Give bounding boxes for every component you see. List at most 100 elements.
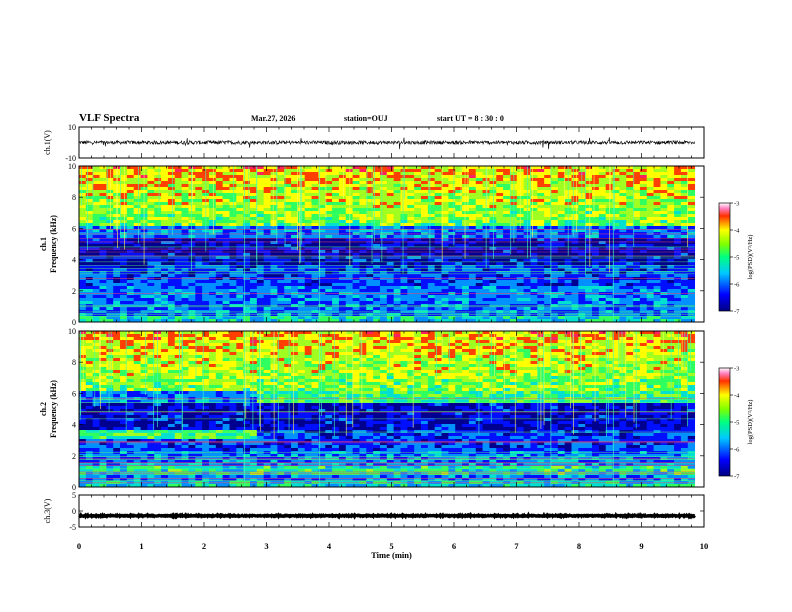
ch1-spec-cell bbox=[215, 217, 224, 221]
ch1-spec-cell bbox=[366, 187, 374, 191]
ch1-spec-cell bbox=[687, 274, 696, 278]
ch1-spec-cell bbox=[167, 187, 176, 191]
ch1-spec-cell bbox=[441, 259, 449, 263]
ch1-spec-cell bbox=[626, 184, 634, 188]
ch1-spec-cell bbox=[140, 289, 148, 293]
ch1-spec-cell bbox=[537, 172, 545, 176]
ch1-spec-cell bbox=[359, 307, 367, 311]
ch1-spec-cell bbox=[503, 211, 511, 215]
ch1-spec-cell bbox=[99, 295, 107, 299]
ch1-spec-cell bbox=[441, 220, 449, 224]
ch1-spec-cell bbox=[284, 175, 292, 179]
ch1-spec-cell bbox=[133, 262, 141, 266]
ch1-spec-cell bbox=[325, 247, 333, 251]
ch1-spec-cell bbox=[270, 238, 278, 242]
ch1-spec-cell bbox=[215, 238, 224, 242]
ch1-spec-cell bbox=[530, 214, 538, 218]
ch1-spec-cell bbox=[550, 229, 559, 233]
ch1-spec-cell bbox=[537, 289, 545, 293]
ch1-spec-cell bbox=[181, 184, 189, 188]
ch1-spec-cell bbox=[263, 298, 271, 302]
ch1-spec-cell bbox=[181, 193, 189, 197]
ch1-spec-cell bbox=[578, 289, 586, 293]
ch1-spec-cell bbox=[434, 172, 442, 176]
ch1-spec-cell bbox=[592, 217, 600, 221]
ch1-spec-cell bbox=[530, 205, 538, 209]
ch1-spec-cell bbox=[113, 214, 121, 218]
ch1-spec-cell bbox=[120, 205, 128, 209]
ch1-spec-cell bbox=[448, 268, 456, 272]
ch1-spec-cell bbox=[277, 316, 285, 320]
ch1-spec-cell bbox=[236, 223, 244, 227]
ch1-spec-cell bbox=[284, 271, 292, 275]
ch1-spec-cell bbox=[598, 235, 607, 239]
ch1-spec-cell bbox=[393, 181, 401, 185]
ch1-spec-cell bbox=[462, 313, 470, 317]
ch1-spec-cell bbox=[154, 253, 162, 257]
ch1-spec-cell bbox=[626, 274, 634, 278]
ch1-spec-cell bbox=[263, 253, 271, 257]
ch1-spec-cell bbox=[215, 214, 224, 218]
ch1-spec-cell bbox=[379, 184, 388, 188]
ch1-spec-cell bbox=[338, 271, 347, 275]
ch1-spec-cell bbox=[400, 274, 408, 278]
ch1-spec-cell bbox=[291, 169, 299, 173]
ch1-spec-cell bbox=[612, 244, 620, 248]
ch1-spec-cell bbox=[496, 226, 504, 230]
ch1-spec-cell bbox=[215, 211, 224, 215]
ch1-spec-cell bbox=[133, 277, 141, 281]
ch1-spec-cell bbox=[263, 178, 271, 182]
ch1-spec-cell bbox=[660, 298, 668, 302]
ch1-spec-cell bbox=[427, 214, 436, 218]
ch1-spec-cell bbox=[633, 241, 641, 245]
ch1-spec-cell bbox=[345, 307, 354, 311]
ch1-spec-cell bbox=[393, 196, 401, 200]
ch1-spec-cell bbox=[318, 172, 326, 176]
ch1-spec-cell bbox=[639, 214, 648, 218]
ch1-spec-cell bbox=[277, 280, 285, 284]
ch1-spec-cell bbox=[126, 190, 135, 194]
ch1-spec-cell bbox=[229, 319, 237, 323]
ch1-spec-cell bbox=[530, 268, 538, 272]
ch1-spec-cell bbox=[202, 271, 210, 275]
ch1-spec-cell bbox=[393, 229, 401, 233]
ch1-spec-cell bbox=[667, 220, 675, 224]
ch1-spec-cell bbox=[503, 238, 511, 242]
ch1-spec-cell bbox=[113, 169, 121, 173]
ch1-spec-cell bbox=[421, 253, 429, 257]
ch1-spec-cell bbox=[277, 169, 285, 173]
ch1-spec-cell bbox=[496, 268, 504, 272]
ch1-spec-cell bbox=[85, 283, 94, 287]
ch1-spec-cell bbox=[482, 274, 490, 278]
ch1-spec-cell bbox=[79, 319, 87, 323]
ch1-spec-cell bbox=[311, 217, 319, 221]
ch1-spec-cell bbox=[421, 226, 429, 230]
ch1-spec-cell bbox=[106, 253, 114, 257]
ch1-spec-cell bbox=[373, 175, 381, 179]
ch1-spec-cell bbox=[373, 187, 381, 191]
ch1-spec-cell bbox=[468, 253, 477, 257]
ch1-spec-cell bbox=[633, 229, 641, 233]
ch1-spec-cell bbox=[503, 190, 511, 194]
ch1-spec-cell bbox=[318, 250, 326, 254]
ch1-spec-cell bbox=[571, 295, 579, 299]
ch1-spec-cell bbox=[120, 289, 128, 293]
ch1-spec-cell bbox=[277, 235, 285, 239]
ch1-spec-cell bbox=[421, 295, 429, 299]
ch1-spec-cell bbox=[222, 262, 230, 266]
ch1-spec-cell bbox=[667, 187, 675, 191]
ch1-spec-cell bbox=[174, 289, 182, 293]
ch1-spec-cell bbox=[79, 190, 87, 194]
ch1-spec-cell bbox=[626, 283, 634, 287]
ch1-spec-cell bbox=[407, 280, 415, 284]
ch1-spec-cell bbox=[468, 244, 477, 248]
ch1-spec-cell bbox=[338, 301, 347, 305]
ch1-spec-cell bbox=[523, 289, 531, 293]
ch1-spec-cell bbox=[489, 217, 497, 221]
ch1-spec-cell bbox=[598, 181, 607, 185]
ch1-spec-cell bbox=[564, 280, 572, 284]
ch1-spec-cell bbox=[256, 178, 265, 182]
ch1-spec-cell bbox=[359, 172, 367, 176]
ch1-spec-cell bbox=[373, 268, 381, 272]
ch1-spec-cell bbox=[619, 271, 627, 275]
